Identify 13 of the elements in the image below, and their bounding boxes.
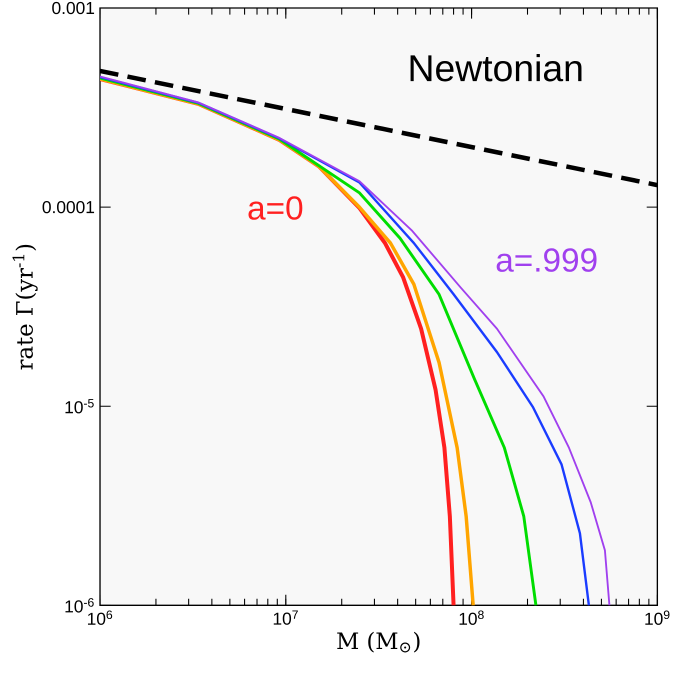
x-tick-label: 10$^{8}$: [460, 610, 484, 625]
y-tick-label: 0.001: [52, 2, 94, 14]
x-tick-label: 10$^{6}$: [88, 610, 112, 625]
annotation: Newtonian: [410, 54, 582, 82]
x-tick-label: 10$^{9}$: [645, 610, 670, 625]
x-tick-label: 10$^{7}$: [274, 610, 298, 625]
y-tick-label: 10$^{-5}$: [65, 399, 94, 414]
y-tick-label: 0.0001: [42, 200, 94, 214]
series-label: a=0: [248, 196, 302, 220]
y-axis-title: rate Γ(yr$^{-1}$): [12, 244, 38, 370]
x-axis-title: M (M$_{⊙}$): [337, 632, 420, 653]
y-tick-label: 10$^{-6}$: [65, 598, 94, 613]
series-label: a=.999: [496, 248, 597, 272]
